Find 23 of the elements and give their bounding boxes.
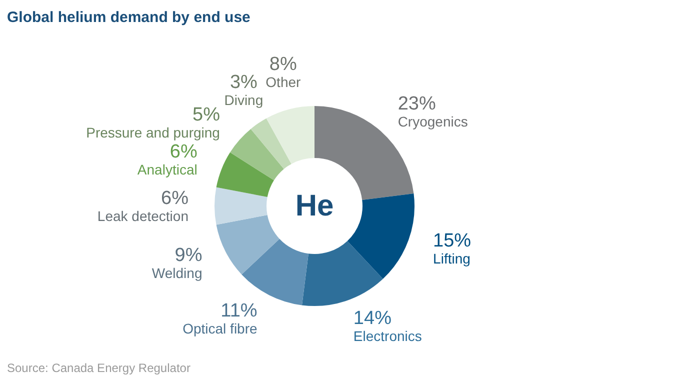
slice-label: Welding: [152, 265, 202, 282]
slice-label: Analytical: [137, 162, 198, 178]
source-note: Source: Canada Energy Regulator: [7, 361, 190, 375]
data-label: 6%: [170, 142, 198, 163]
data-label: 23%: [398, 93, 436, 114]
data-label: 6%: [161, 188, 189, 209]
text: He: [295, 189, 334, 222]
data-label: 9%: [174, 245, 202, 266]
slice-label: Lifting: [433, 250, 470, 267]
chart-title: Global helium demand by end use: [7, 9, 250, 26]
slice-label: Diving: [224, 92, 264, 108]
data-label: 8%: [269, 54, 297, 75]
data-label: 15%: [433, 230, 472, 252]
slice-label: Leak detection: [97, 208, 188, 224]
slice-label: Optical fibre: [182, 320, 258, 336]
data-label: 14%: [353, 308, 392, 329]
slice-label: Other: [266, 74, 302, 90]
slice-label: Cryogenics: [398, 113, 468, 130]
data-label: 5%: [192, 104, 220, 126]
data-label: 3%: [230, 72, 258, 93]
slice-label: Electronics: [353, 328, 422, 344]
slice-label: Pressure and purging: [86, 124, 220, 141]
data-label: 11%: [220, 300, 258, 322]
